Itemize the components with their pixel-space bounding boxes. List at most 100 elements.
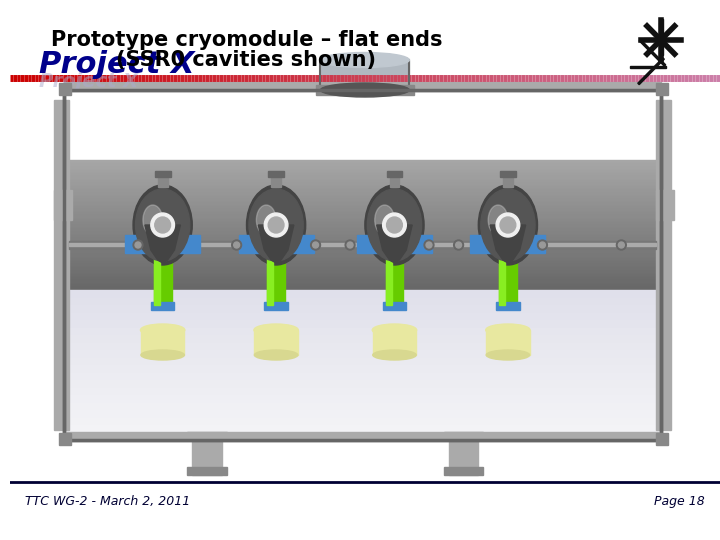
Circle shape (426, 242, 432, 248)
Bar (179, 235, 200, 253)
Text: (SSR0 cavities shown): (SSR0 cavities shown) (117, 50, 377, 70)
Circle shape (345, 240, 355, 250)
Bar (67, 402, 658, 410)
Bar (67, 335, 658, 342)
Text: Project X: Project X (40, 72, 138, 91)
Bar (271, 175, 281, 187)
Bar (67, 357, 658, 365)
Bar (410, 235, 432, 253)
Bar (67, 388, 658, 395)
Ellipse shape (365, 185, 424, 265)
Bar (155, 171, 171, 177)
Bar (67, 327, 658, 335)
Circle shape (424, 240, 434, 250)
Circle shape (539, 242, 545, 248)
Circle shape (500, 217, 516, 233)
Bar (500, 171, 516, 177)
Bar (639, 39, 666, 66)
Circle shape (264, 213, 288, 237)
Circle shape (616, 240, 626, 250)
Ellipse shape (478, 185, 538, 265)
Bar (67, 235, 658, 238)
Bar (315, 85, 414, 95)
Bar (67, 373, 658, 380)
Bar (67, 202, 658, 206)
Bar (67, 251, 658, 254)
Ellipse shape (320, 52, 409, 68)
Bar (67, 380, 658, 388)
Circle shape (382, 213, 406, 237)
Circle shape (269, 217, 284, 233)
Bar (64, 90, 661, 440)
Ellipse shape (133, 185, 192, 265)
Circle shape (538, 240, 547, 250)
Bar (67, 320, 658, 327)
Bar (661, 19, 663, 55)
Bar (267, 255, 273, 305)
Bar (154, 255, 171, 305)
Bar (630, 66, 666, 68)
Bar (67, 173, 658, 176)
Bar (67, 305, 658, 313)
Bar (390, 175, 400, 187)
Bar (67, 365, 658, 373)
Bar (67, 287, 658, 290)
Bar (486, 330, 530, 355)
Ellipse shape (249, 189, 303, 261)
Circle shape (496, 213, 520, 237)
Bar (320, 60, 409, 90)
Ellipse shape (254, 324, 298, 336)
Bar (269, 171, 284, 177)
Bar (67, 238, 658, 241)
Bar (264, 302, 288, 310)
Bar (67, 225, 658, 228)
Bar (69, 241, 656, 249)
Bar (67, 222, 658, 225)
Bar (67, 425, 658, 433)
Bar (67, 298, 658, 305)
Bar (444, 432, 483, 440)
Ellipse shape (486, 350, 530, 360)
Bar (67, 254, 658, 258)
Bar (449, 435, 478, 475)
Bar (67, 163, 658, 166)
Bar (67, 350, 658, 357)
Bar (470, 235, 492, 253)
Circle shape (232, 240, 242, 250)
Bar (64, 90, 661, 440)
Bar (320, 60, 409, 90)
Bar (267, 255, 285, 305)
Bar (192, 435, 222, 475)
Bar (67, 212, 658, 215)
Bar (154, 255, 160, 305)
Bar (67, 395, 658, 402)
Circle shape (456, 242, 462, 248)
Ellipse shape (374, 205, 395, 235)
Ellipse shape (481, 189, 535, 261)
Bar (67, 192, 658, 195)
Circle shape (454, 240, 464, 250)
Bar (67, 160, 658, 163)
Bar (141, 330, 184, 355)
Bar (67, 261, 658, 264)
Bar (125, 235, 147, 253)
Bar (150, 302, 174, 310)
Bar (503, 175, 513, 187)
Circle shape (155, 217, 171, 233)
Bar (523, 235, 545, 253)
Bar (444, 467, 483, 475)
Bar (54, 100, 69, 430)
Ellipse shape (488, 205, 508, 235)
Bar (67, 166, 658, 170)
Bar (67, 215, 658, 219)
Bar (67, 290, 658, 298)
Polygon shape (490, 225, 526, 263)
Bar (67, 209, 658, 212)
Bar (67, 189, 658, 192)
Ellipse shape (246, 185, 306, 265)
Bar (238, 235, 261, 253)
Bar (67, 228, 658, 232)
Circle shape (618, 242, 624, 248)
Text: TTC WG-2 - March 2, 2011: TTC WG-2 - March 2, 2011 (24, 495, 190, 508)
Polygon shape (377, 225, 413, 263)
